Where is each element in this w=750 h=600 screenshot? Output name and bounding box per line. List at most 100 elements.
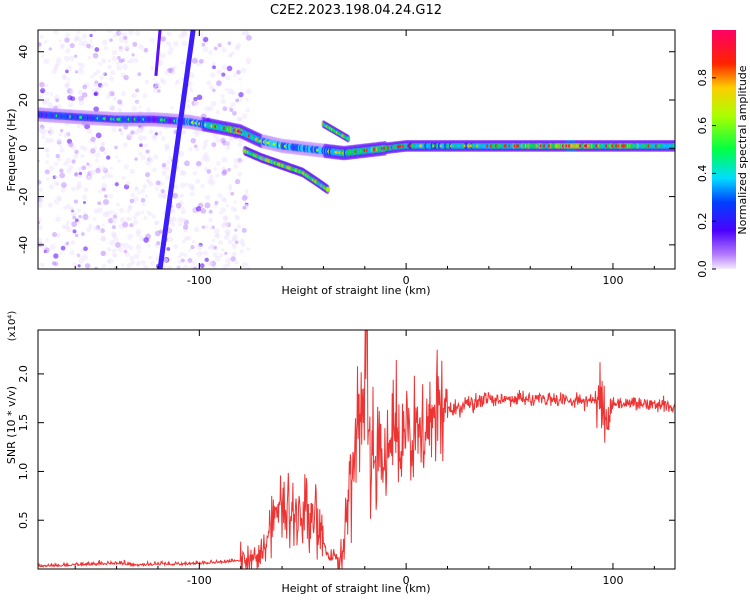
- spectrogram-noise-cell: [78, 68, 85, 75]
- spectrogram-noise-cell: [142, 135, 148, 141]
- spectrogram-noise-cell: [217, 193, 223, 198]
- spectrogram-noise-cell: [135, 88, 140, 93]
- spectrogram-noise-cell: [237, 171, 243, 177]
- spectrogram-noise-cell: [38, 221, 41, 225]
- spectrogram-noise-cell: [115, 242, 121, 248]
- spectrogram-noise-cell: [131, 105, 138, 112]
- spectrogram-noise-cell: [111, 252, 117, 257]
- spectrogram-noise-cell: [45, 137, 51, 144]
- spectrogram-noise-cell: [117, 99, 123, 105]
- spectrogram-noise-cell: [128, 245, 134, 250]
- spectrogram-noise-cell: [143, 47, 149, 53]
- spectrogram-noise-cell: [123, 74, 129, 81]
- spectrogram-noise-cell: [99, 75, 104, 80]
- spectrogram-noise-cell: [228, 187, 233, 192]
- spectrogram-noise-cell: [201, 225, 205, 229]
- spectrogram-noise-cell: [38, 201, 42, 205]
- spectrogram-noise-cell: [76, 183, 80, 188]
- spectrogram-noise-cell: [54, 161, 58, 166]
- spectrogram-noise-cell: [100, 84, 105, 88]
- spectrogram-noise-cell: [117, 246, 123, 253]
- spectrogram-noise-cell: [148, 255, 153, 260]
- spectrogram-noise-cell: [210, 72, 216, 78]
- spectrogram-noise-cell: [137, 135, 144, 141]
- spectrogram-noise-cell: [74, 34, 80, 40]
- spectrogram-noise-cell: [175, 265, 181, 269]
- spectrogram-noise-cell: [175, 79, 181, 84]
- spectrogram-noise-cell: [75, 185, 81, 191]
- snr-x-axis-label: Height of straight line (km): [281, 582, 430, 595]
- spectrogram-noise-cell: [244, 189, 249, 194]
- snr-x-tick-label: -100: [187, 574, 212, 587]
- spectrogram-noise-cell: [84, 263, 91, 269]
- spectrogram-noise-cell: [156, 241, 161, 246]
- spectrogram-noise-cell: [152, 167, 157, 173]
- spectrogram-noise-cell: [227, 239, 233, 245]
- spectrogram-noise-cell: [216, 68, 223, 75]
- spectrogram-noise-cell: [155, 180, 161, 186]
- spectrogram-noise-cell: [122, 142, 128, 148]
- spectrogram-noise-cell: [208, 209, 213, 214]
- spectrogram-noise-cell: [242, 205, 247, 210]
- spectrogram-noise-cell: [239, 249, 244, 254]
- spectrogram-noise-cell: [241, 113, 248, 119]
- spectrogram-noise-cell: [208, 217, 213, 223]
- spectrogram-noise-cell: [118, 128, 122, 132]
- spectrogram-noise-cell: [213, 46, 218, 51]
- spectrogram-noise-cell: [241, 195, 248, 201]
- spectrogram-noise-cell: [206, 80, 212, 86]
- spectrogram-band-cell: [672, 142, 675, 149]
- spectrogram-noise-cell: [158, 229, 163, 234]
- spectrogram-noise-cell: [74, 149, 79, 155]
- spectrogram-noise-cell: [139, 143, 143, 148]
- spectrogram-noise-cell: [215, 110, 220, 115]
- spectrogram-noise-cell: [166, 247, 171, 251]
- spectrogram-noise-cell: [134, 157, 138, 161]
- spectrogram-noise-cell: [39, 197, 45, 203]
- spectrogram-noise-cell: [179, 193, 185, 199]
- spectrogram-noise-cell: [209, 226, 213, 231]
- spectrogram-branch-cell: [346, 136, 351, 141]
- spectrogram-noise-cell: [221, 248, 225, 252]
- spectrogram-noise-cell: [222, 222, 227, 227]
- spectrogram-noise-cell: [45, 91, 50, 95]
- spectrogram-noise-cell: [53, 30, 59, 35]
- spectrogram-noise-cell: [187, 258, 193, 263]
- spectrogram-y-tick-label: -40: [17, 236, 30, 254]
- spectrogram-noise-cell: [87, 56, 92, 60]
- spectrogram-noise-cell: [190, 137, 196, 144]
- snr-panel: -100 0 100 0.5 1.0 1.5 2.0 Height of straight …: [5, 311, 676, 595]
- spectrogram-noise-cell: [164, 70, 169, 76]
- spectrogram-noise-cell: [228, 52, 234, 57]
- spectrogram-noise-cell: [204, 257, 209, 262]
- spectrogram-noise-cell: [181, 40, 188, 47]
- spectrogram-noise-cell: [111, 225, 116, 230]
- spectrogram-noise-cell: [65, 226, 72, 233]
- spectrogram-noise-cell: [138, 44, 144, 50]
- spectrogram-noise-cell: [238, 91, 244, 98]
- spectrogram-noise-cell: [59, 144, 63, 148]
- spectrogram-noise-cell: [66, 81, 71, 86]
- spectrogram-noise-cell: [123, 242, 130, 249]
- spectrogram-noise-cell: [119, 217, 126, 223]
- spectrogram-noise-cell: [177, 254, 182, 259]
- spectrogram-noise-cell: [77, 208, 81, 213]
- spectrogram-noise-cell: [212, 252, 218, 258]
- spectrogram-noise-cell: [69, 207, 75, 212]
- spectrogram-noise-cell: [166, 31, 172, 37]
- spectrogram-noise-cell: [204, 156, 211, 162]
- spectrogram-noise-cell: [159, 52, 166, 59]
- spectrogram-noise-cell: [234, 228, 238, 232]
- spectrogram-noise-cell: [173, 65, 177, 70]
- spectrogram-noise-cell: [129, 255, 135, 261]
- spectrogram-noise-cell: [230, 256, 236, 262]
- spectrogram-noise-cell: [56, 232, 61, 238]
- spectrogram-noise-cell: [178, 222, 183, 227]
- spectrogram-noise-cell: [226, 65, 233, 72]
- spectrogram-noise-cell: [76, 30, 81, 35]
- spectrogram-y-tick-label: -20: [17, 188, 30, 206]
- spectrogram-noise-cell: [192, 129, 198, 135]
- spectrogram-noise-cell: [142, 93, 148, 99]
- spectrogram-noise-cell: [160, 189, 165, 194]
- spectrogram-noise-cell: [191, 239, 196, 244]
